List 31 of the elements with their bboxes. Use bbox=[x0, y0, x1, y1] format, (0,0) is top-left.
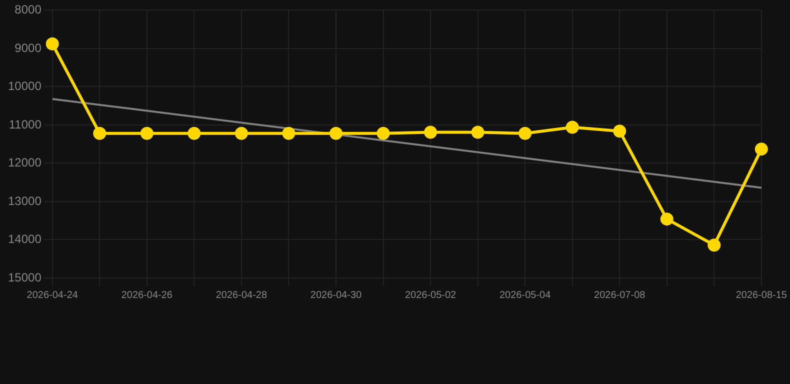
y-tick-label: 15000 bbox=[8, 270, 42, 284]
point bbox=[282, 126, 296, 140]
point bbox=[754, 142, 768, 156]
point bbox=[376, 126, 390, 140]
x-tick-label: 2026-07-08 bbox=[594, 290, 646, 301]
y-tick-label: 13000 bbox=[8, 194, 42, 208]
x-tick-label: 2026-05-04 bbox=[499, 290, 552, 301]
x-tick-label: 2026-04-26 bbox=[121, 290, 173, 301]
x-tick-label: 2026-05-02 bbox=[404, 290, 457, 301]
point bbox=[518, 126, 532, 140]
point bbox=[471, 126, 484, 139]
y-tick-label: 10000 bbox=[8, 79, 42, 94]
point bbox=[93, 126, 106, 140]
point bbox=[566, 120, 579, 134]
point bbox=[329, 126, 342, 140]
y-tick-label: 9000 bbox=[14, 40, 42, 55]
point bbox=[234, 126, 248, 140]
y-tick-label: 12000 bbox=[8, 156, 42, 170]
y-tick-label: 8000 bbox=[14, 2, 42, 17]
y-tick-label: 11000 bbox=[8, 117, 42, 132]
point bbox=[708, 238, 721, 252]
point bbox=[660, 212, 674, 226]
x-tick-label: 2026-04-24 bbox=[26, 290, 78, 301]
point bbox=[140, 126, 154, 140]
point bbox=[613, 124, 626, 138]
x-tick-label: 2026-08-15 bbox=[736, 290, 788, 301]
point bbox=[424, 126, 438, 139]
x-tick-label: 2026-04-28 bbox=[216, 290, 268, 301]
point bbox=[188, 126, 201, 140]
x-tick-label: 2026-04-30 bbox=[310, 290, 362, 301]
y-tick-label: 14000 bbox=[8, 232, 42, 246]
